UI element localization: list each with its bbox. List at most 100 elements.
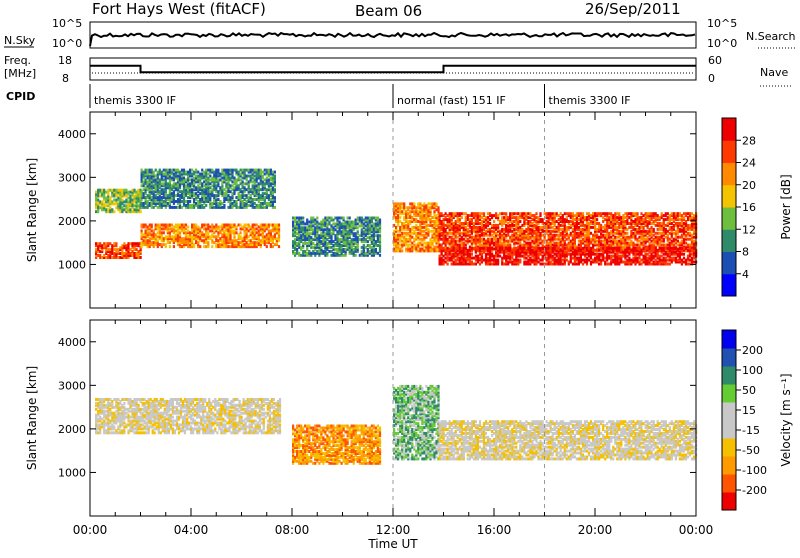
range-cell (409, 202, 411, 205)
range-cell (481, 216, 483, 219)
range-cell (326, 242, 328, 245)
range-cell (217, 190, 219, 193)
range-cell (252, 224, 254, 227)
range-cell (568, 242, 570, 245)
range-cell (107, 248, 109, 251)
range-cell (355, 246, 357, 249)
range-cell (671, 226, 673, 229)
range-cell (229, 196, 231, 199)
range-cell (373, 217, 375, 220)
range-cell (143, 202, 145, 205)
range-cell (628, 242, 630, 245)
range-cell (260, 188, 262, 191)
range-cell (221, 233, 223, 236)
range-cell (596, 218, 598, 221)
range-cell (199, 192, 201, 195)
range-cell (308, 250, 310, 253)
freq-panel: Freq. [MHz] 18 8 60 0 Nave (4, 54, 792, 86)
range-cell (513, 216, 515, 219)
range-cell (211, 245, 213, 248)
range-cell (371, 217, 373, 220)
range-cell (491, 230, 493, 233)
nave-label: Nave (760, 66, 788, 79)
range-cell (140, 210, 142, 213)
range-cell (231, 229, 233, 232)
range-cell (345, 221, 347, 224)
range-cell (345, 248, 347, 251)
range-cell (659, 236, 661, 239)
range-cell (602, 220, 604, 223)
range-cell (133, 208, 135, 211)
range-cell (634, 212, 636, 215)
range-cell (195, 224, 197, 227)
range-cell (312, 246, 314, 249)
range-cell (612, 238, 614, 241)
range-cell (546, 220, 548, 223)
range-cell (443, 214, 445, 217)
range-cell (320, 240, 322, 243)
range-cell (602, 212, 604, 215)
range-cell (659, 216, 661, 219)
range-cell (427, 206, 429, 209)
range-cell (185, 224, 187, 227)
range-cell (99, 189, 101, 192)
range-cell (439, 244, 441, 247)
range-cell (655, 236, 657, 239)
range-cell (211, 188, 213, 191)
range-cell (209, 190, 211, 193)
range-cell (411, 226, 413, 229)
range-cell (250, 194, 252, 197)
range-cell (399, 226, 401, 229)
range-cell (465, 212, 467, 215)
range-cell (217, 231, 219, 234)
range-cell (145, 224, 147, 227)
range-cell (503, 216, 505, 219)
range-cell (493, 236, 495, 239)
range-cell (314, 252, 316, 255)
range-cell (177, 198, 179, 201)
range-cell (449, 240, 451, 243)
range-cell (425, 242, 427, 245)
range-cell (153, 190, 155, 193)
range-cell (151, 233, 153, 236)
range-cell (600, 240, 602, 243)
range-cell (590, 232, 592, 235)
range-cell (262, 171, 264, 174)
range-cell (328, 246, 330, 249)
range-cell (127, 200, 129, 203)
range-cell (201, 204, 203, 207)
range-cell (123, 252, 125, 255)
range-cell (685, 212, 687, 215)
range-cell (201, 231, 203, 234)
range-cell (133, 252, 135, 255)
range-cell (616, 226, 618, 229)
range-cell (149, 237, 151, 240)
range-cell (669, 232, 671, 235)
range-cell (483, 218, 485, 221)
range-cell (401, 249, 403, 252)
range-cell (475, 226, 477, 229)
range-cell (632, 226, 634, 229)
range-cell (254, 202, 256, 205)
range-cell (570, 240, 572, 243)
range-cell (425, 232, 427, 235)
range-cell (552, 212, 554, 215)
range-cell (99, 206, 101, 209)
range-cell (523, 212, 525, 215)
range-cell (274, 188, 276, 191)
range-cell (405, 210, 407, 213)
range-cell (409, 206, 411, 209)
range-cell (529, 242, 531, 245)
range-cell (445, 212, 447, 215)
range-cell (223, 229, 225, 232)
range-cell (155, 233, 157, 236)
range-cell (256, 184, 258, 187)
range-cell (270, 182, 272, 185)
range-cell (167, 202, 169, 205)
range-cell (268, 178, 270, 181)
range-cell (431, 248, 433, 251)
range-cell (634, 244, 636, 247)
range-cell (375, 217, 377, 220)
range-cell (415, 218, 417, 221)
range-cell (539, 242, 541, 245)
